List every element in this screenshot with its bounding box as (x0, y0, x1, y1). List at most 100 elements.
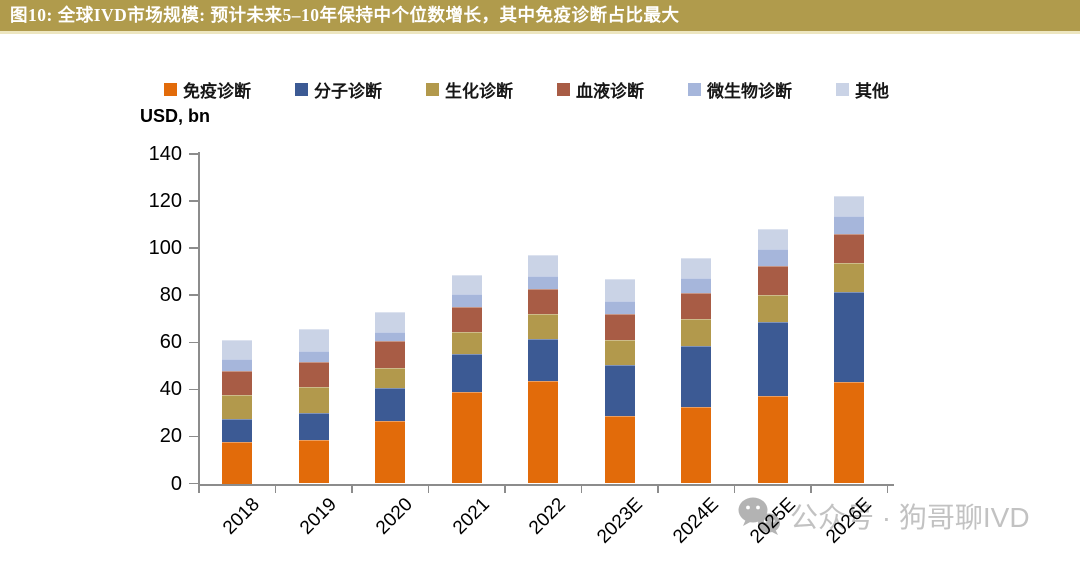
bar-segment (604, 301, 635, 315)
legend-label: 免疫诊断 (183, 82, 251, 101)
bar-segment (757, 396, 788, 484)
bar-segment (604, 278, 635, 302)
legend-swatch (295, 83, 308, 96)
y-axis-tick (189, 341, 198, 344)
bar-segment (681, 257, 712, 278)
bar-segment (834, 196, 865, 217)
y-axis-line (197, 152, 200, 486)
bar-segment (222, 339, 253, 359)
x-axis-label: 2020 (372, 493, 418, 539)
x-axis-tick (733, 485, 736, 493)
legend-item: 其他 (836, 77, 889, 102)
bar-segment (222, 370, 253, 396)
x-axis-tick (427, 485, 430, 493)
y-axis-tick (189, 388, 198, 391)
bar-segment (298, 439, 329, 484)
bar-segment (375, 368, 406, 389)
x-axis-label: 2026E (822, 493, 877, 548)
bar-segment (375, 388, 406, 422)
legend-swatch (836, 83, 849, 96)
legend-swatch (557, 83, 570, 96)
bar-segment (375, 341, 406, 369)
bar-segment (757, 322, 788, 397)
bar-segment (681, 292, 712, 319)
y-axis-tick-label: 140 (148, 143, 182, 165)
bar-segment (375, 331, 406, 342)
x-axis-label: 2018 (219, 493, 265, 539)
chart-legend: 免疫诊断 分子诊断 生化诊断 血液诊断 微生物诊断 其他 (164, 77, 889, 102)
bar-segment (451, 306, 482, 332)
bar-segment (681, 318, 712, 346)
bar-segment (834, 216, 865, 234)
bar-segment (681, 277, 712, 293)
bar-segment (451, 391, 482, 484)
y-axis-tick-label: 100 (148, 237, 182, 260)
wechat-icon (738, 497, 780, 535)
y-axis-tick-label: 20 (159, 425, 182, 448)
bar-segment (834, 291, 865, 383)
x-axis-tick (886, 485, 889, 493)
bar-segment (298, 387, 329, 413)
legend-item: 分子诊断 (295, 77, 382, 102)
x-axis-label: 2019 (295, 493, 341, 539)
bar-segment (528, 314, 559, 339)
x-axis-tick (351, 485, 353, 493)
x-axis-tick (580, 485, 583, 493)
figure-title: 图10: 全球IVD市场规模: 预计未来5–10年保持中个位数增长，其中免疫诊断… (10, 5, 680, 25)
bar-segment (298, 350, 329, 363)
bar-segment (451, 331, 482, 355)
legend-label: 生化诊断 (445, 82, 513, 101)
bar-segment (757, 229, 788, 250)
bar-segment (681, 407, 712, 484)
y-axis-tick-label: 120 (148, 190, 182, 213)
y-axis-tick (189, 294, 198, 296)
legend-swatch (688, 83, 701, 96)
x-axis-label: 2023E (592, 493, 647, 548)
bar-segment (528, 289, 559, 315)
bar-segment (834, 382, 865, 484)
bar-segment (528, 338, 559, 382)
bar-segment (298, 362, 329, 387)
legend-label: 其他 (855, 82, 889, 101)
x-axis-label: 2024E (669, 493, 724, 548)
bar-segment (451, 275, 482, 295)
legend-item: 血液诊断 (557, 77, 644, 102)
y-axis-tick (189, 482, 198, 485)
legend-label: 微生物诊断 (707, 82, 792, 101)
x-axis-label: 2022 (525, 493, 571, 539)
bar-segment (604, 339, 635, 365)
bar-segment (757, 249, 788, 266)
legend-swatch (164, 83, 177, 96)
bar-segment (298, 412, 329, 440)
bar-segment (604, 416, 635, 484)
y-axis-tick-label: 60 (159, 331, 182, 354)
legend-item: 微生物诊断 (688, 77, 792, 102)
figure-header: 图10: 全球IVD市场规模: 预计未来5–10年保持中个位数增长，其中免疫诊断… (0, 0, 1080, 34)
bar-segment (451, 354, 482, 392)
watermark: 公众号 · 狗哥聊IVD (736, 496, 1030, 536)
bar-segment (298, 329, 329, 351)
x-axis-tick (657, 485, 659, 493)
x-axis-label: 2021 (448, 493, 494, 539)
y-axis-tick (189, 247, 198, 249)
y-axis-tick (189, 435, 198, 438)
x-axis-tick (198, 485, 200, 493)
bar-segment (528, 255, 559, 277)
bar-segment (375, 311, 406, 332)
y-axis-tick-label: 40 (159, 378, 182, 401)
bar-segment (834, 234, 865, 264)
legend-label: 血液诊断 (576, 82, 644, 101)
y-axis-tick (189, 153, 198, 155)
bar-segment (834, 263, 865, 292)
bar-segment (681, 345, 712, 407)
legend-swatch (426, 83, 439, 96)
bar-segment (375, 421, 406, 484)
bar-segment (604, 364, 635, 417)
y-axis-tick (189, 200, 198, 202)
legend-label: 分子诊断 (314, 82, 382, 101)
x-axis-tick (810, 485, 812, 493)
x-axis-label: 2025E (745, 493, 800, 548)
bar-segment (222, 418, 253, 443)
